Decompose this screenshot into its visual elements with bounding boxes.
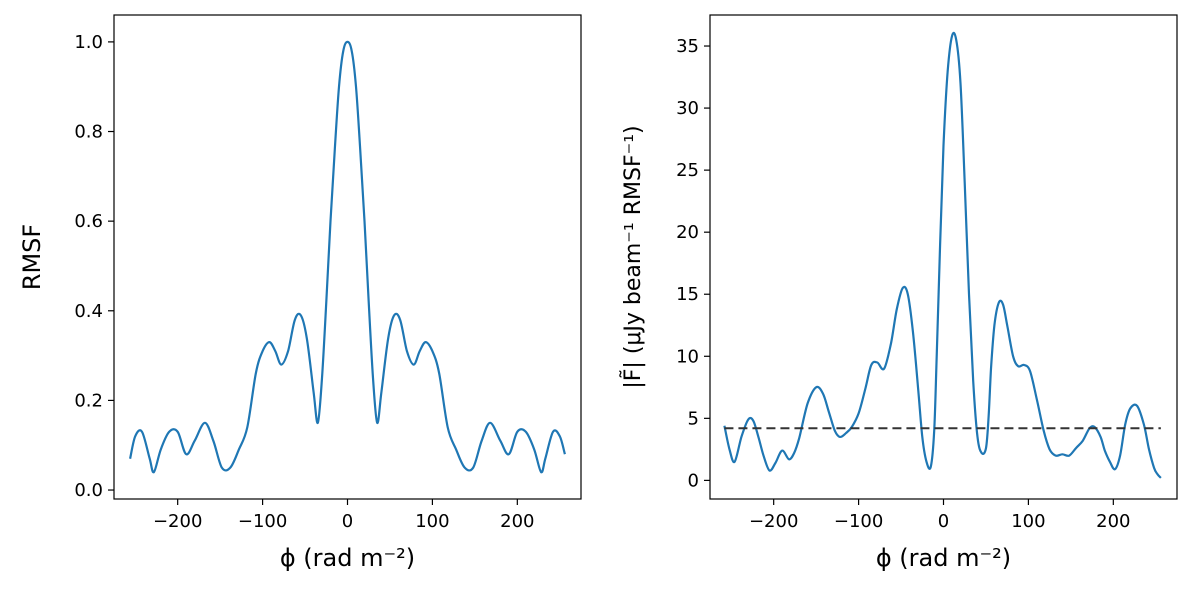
y-axis-label: |F̃| (μJy beam⁻¹ RMSF⁻¹) [620,125,646,388]
x-tick-label: −200 [749,511,798,532]
y-tick-label: 35 [676,36,699,57]
series-line [129,40,566,474]
y-tick-label: 10 [676,346,699,367]
plot-frame [113,14,582,500]
x-tick-label: −100 [834,511,883,532]
y-tick-label: 5 [688,408,699,429]
y-tick-label: 25 [676,160,699,181]
rmsf-panel: −200 −100 0 100 200 0.0 0.2 0.4 0.6 0.8 1.0 ϕ (rad … [18,14,582,572]
x-axis-label: ϕ (rad m⁻²) [280,544,415,572]
y-tick-label: 0.4 [74,301,103,322]
x-axis-label: ϕ (rad m⁻²) [876,544,1011,572]
y-tick-label: 1.0 [74,32,103,53]
y-tick-label: 20 [676,222,699,243]
x-tick-label: −100 [238,511,287,532]
faraday-spectrum-panel: −200 −100 0 100 200 0 5 10 15 20 25 30 35 ϕ (rad m⁻²)… [620,14,1178,572]
y-tick-label: 0.2 [74,390,103,411]
y-tick-label: 0.8 [74,122,103,143]
x-tick-label: 200 [1096,511,1130,532]
x-tick-label: 200 [500,511,534,532]
x-tick-label: −200 [153,511,202,532]
y-tick-label: 0.0 [74,480,103,501]
y-tick-label: 15 [676,284,699,305]
x-tick-label: 0 [342,511,353,532]
plot-frame [709,14,1178,500]
series-line [723,31,1162,479]
x-tick-label: 100 [415,511,449,532]
x-tick-label: 0 [938,511,949,532]
y-axis-label: RMSF [18,224,46,290]
x-tick-label: 100 [1011,511,1045,532]
y-tick-label: 0.6 [74,211,103,232]
y-tick-label: 0 [688,470,699,491]
y-tick-label: 30 [676,98,699,119]
